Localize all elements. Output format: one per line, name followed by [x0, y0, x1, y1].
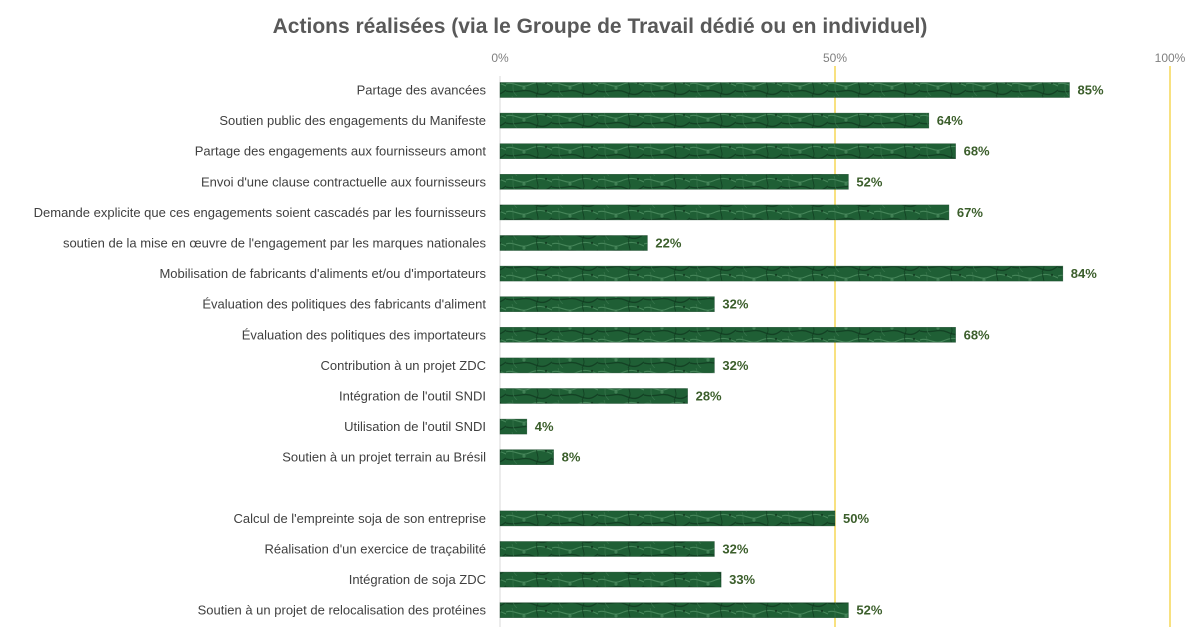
- category-label: Intégration de soja ZDC: [349, 572, 486, 587]
- category-labels: Partage des avancées Soutien public des e…: [34, 83, 487, 618]
- bar-outline: [499, 510, 836, 527]
- value-label: 68%: [964, 144, 990, 159]
- value-label: 84%: [1071, 266, 1097, 281]
- x-tick-label: 100%: [1155, 51, 1186, 65]
- bar-outline: [499, 204, 950, 221]
- bar: [500, 113, 929, 129]
- value-label: 85%: [1078, 83, 1104, 98]
- x-tick-label: 0%: [491, 51, 509, 65]
- bar-outline: [499, 388, 688, 404]
- bar-outline: [499, 602, 849, 619]
- bar: [500, 235, 648, 251]
- value-label: 52%: [856, 603, 882, 618]
- bar-outline: [499, 357, 715, 374]
- value-label: 32%: [722, 297, 748, 312]
- bar-outline: [499, 541, 715, 557]
- bar: [500, 602, 849, 618]
- category-label: Partage des engagements aux fournisseurs…: [195, 144, 487, 159]
- value-label: 68%: [964, 327, 990, 342]
- category-label: Utilisation de l'outil SNDI: [344, 419, 486, 434]
- bar: [500, 510, 835, 526]
- bar-outline: [499, 418, 528, 435]
- x-axis-ticks: 0% 50% 100%: [491, 51, 1185, 65]
- bar-outline: [499, 326, 956, 343]
- category-label: Envoi d'une clause contractuelle aux fou…: [201, 174, 487, 189]
- category-label: Intégration de l'outil SNDI: [339, 389, 486, 404]
- bar: [500, 174, 849, 190]
- bar-outline: [499, 112, 930, 129]
- category-label: Soutien public des engagements du Manife…: [219, 113, 486, 128]
- category-label: Contribution à un projet ZDC: [321, 358, 486, 373]
- value-label: 32%: [722, 358, 748, 373]
- bar-outline: [499, 143, 956, 159]
- value-label: 50%: [843, 511, 869, 526]
- value-label: 67%: [957, 205, 983, 220]
- value-label: 4%: [535, 419, 554, 434]
- value-label: 32%: [722, 542, 748, 557]
- bar-outline: [499, 571, 722, 588]
- category-label: Soutien à un projet de relocalisation de…: [198, 603, 487, 618]
- x-tick-label: 50%: [823, 51, 847, 65]
- bar: [500, 82, 1070, 98]
- bar-outline: [499, 82, 1070, 98]
- value-label: 64%: [937, 113, 963, 128]
- bar: [500, 327, 956, 343]
- bar: [500, 143, 956, 159]
- bar-outline: [499, 265, 1064, 282]
- bar: [500, 388, 688, 404]
- bar-outline: [499, 235, 648, 251]
- bar: [500, 541, 715, 557]
- bar: [500, 449, 554, 465]
- bar: [500, 419, 527, 435]
- value-label: 22%: [655, 236, 681, 251]
- category-label: Mobilisation de fabricants d'aliments et…: [159, 266, 486, 281]
- category-label: Soutien à un projet terrain au Brésil: [282, 450, 486, 465]
- category-label: Demande explicite que ces engagements so…: [34, 205, 487, 220]
- value-label: 33%: [729, 572, 755, 587]
- value-label: 28%: [696, 389, 722, 404]
- bar: [500, 572, 722, 588]
- chart-title: Actions réalisées (via le Groupe de Trav…: [273, 15, 928, 38]
- category-label: Évaluation des politiques des fabricants…: [202, 297, 486, 312]
- category-label: Réalisation d'un exercice de traçabilité: [265, 542, 486, 557]
- category-label: Évaluation des politiques des importateu…: [242, 327, 487, 342]
- bar-outline: [499, 449, 554, 466]
- bar: [500, 266, 1063, 282]
- bar-outline: [499, 174, 849, 190]
- value-label: 52%: [856, 174, 882, 189]
- bars: [499, 82, 1070, 619]
- bar: [500, 357, 715, 373]
- bar: [500, 204, 949, 220]
- category-label: Calcul de l'empreinte soja de son entrep…: [233, 511, 486, 526]
- bar-outline: [499, 296, 715, 313]
- category-label: soutien de la mise en œuvre de l'engagem…: [63, 236, 487, 251]
- value-labels: 85% 64% 68% 52% 67% 22% 84% 32% 68% 32% 28% 4% 8% 50%…: [535, 83, 1104, 618]
- bar: [500, 296, 715, 312]
- value-label: 8%: [562, 450, 581, 465]
- category-label: Partage des avancées: [357, 83, 487, 98]
- grid-layer: [834, 66, 1171, 627]
